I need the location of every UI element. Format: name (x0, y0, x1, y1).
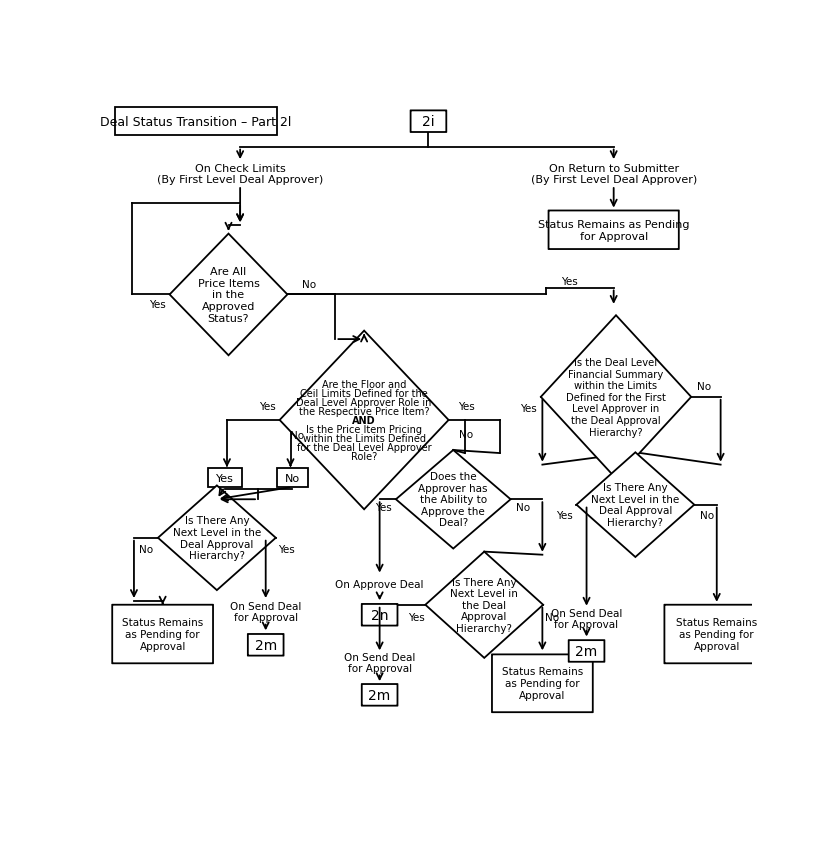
FancyBboxPatch shape (362, 604, 397, 626)
Text: On Check Limits
(By First Level Deal Approver): On Check Limits (By First Level Deal App… (157, 164, 324, 185)
Text: Status Remains
as Pending for
Approval: Status Remains as Pending for Approval (676, 617, 757, 652)
Text: Role?: Role? (351, 452, 377, 462)
Text: On Return to Submitter
(By First Level Deal Approver): On Return to Submitter (By First Level D… (531, 164, 696, 185)
Polygon shape (280, 331, 449, 510)
Text: No: No (700, 511, 714, 521)
Text: AND: AND (352, 415, 376, 425)
Text: Deal Level Approver Role in: Deal Level Approver Role in (297, 398, 432, 408)
Text: Status Remains as Pending
for Approval: Status Remains as Pending for Approval (538, 219, 690, 241)
Text: Are All
Price Items
in the
Approved
Status?: Are All Price Items in the Approved Stat… (197, 267, 259, 323)
Text: 2n: 2n (371, 608, 389, 622)
Text: On Send Deal
for Approval: On Send Deal for Approval (551, 608, 622, 630)
Text: Yes: Yes (149, 300, 166, 310)
FancyBboxPatch shape (548, 211, 679, 250)
Polygon shape (577, 452, 694, 557)
Text: Yes: Yes (458, 402, 475, 412)
Text: No: No (302, 280, 316, 290)
FancyBboxPatch shape (277, 469, 308, 487)
Text: the Respective Price Item?: the Respective Price Item? (299, 406, 430, 416)
Text: Yes: Yes (408, 613, 425, 622)
Text: Does the
Approver has
the Ability to
Approve the
Deal?: Does the Approver has the Ability to App… (419, 472, 488, 528)
FancyBboxPatch shape (410, 111, 446, 133)
Text: Is the Price Item Pricing: Is the Price Item Pricing (306, 425, 422, 435)
Text: On Approve Deal: On Approve Deal (335, 579, 424, 589)
Text: Deal Status Transition – Part 2l: Deal Status Transition – Part 2l (100, 116, 292, 128)
Text: 2i: 2i (422, 115, 435, 129)
Text: Yes: Yes (375, 502, 392, 512)
FancyBboxPatch shape (207, 469, 242, 487)
Polygon shape (170, 235, 288, 356)
FancyBboxPatch shape (665, 605, 769, 663)
Text: Is There Any
Next Level in
the Deal
Approval
Hierarchy?: Is There Any Next Level in the Deal Appr… (451, 576, 518, 633)
Text: Status Remains
as Pending for
Approval: Status Remains as Pending for Approval (122, 617, 203, 652)
Text: 2m: 2m (575, 644, 598, 658)
Text: No: No (545, 613, 559, 622)
FancyBboxPatch shape (492, 655, 593, 712)
Text: Yes: Yes (520, 403, 537, 414)
Text: 2m: 2m (255, 638, 277, 652)
Text: No: No (289, 430, 303, 441)
Text: No: No (284, 473, 299, 483)
Text: No: No (516, 502, 530, 512)
Text: Yes: Yes (259, 402, 276, 412)
Text: Yes: Yes (561, 277, 578, 287)
FancyBboxPatch shape (362, 684, 397, 706)
Text: Ceil Limits Defined for the: Ceil Limits Defined for the (300, 388, 428, 398)
FancyBboxPatch shape (112, 605, 213, 663)
Text: Is There Any
Next Level in the
Deal Approval
Hierarchy?: Is There Any Next Level in the Deal Appr… (591, 483, 680, 528)
Text: On Send Deal
for Approval: On Send Deal for Approval (230, 601, 302, 623)
Text: Status Remains
as Pending for
Approval: Status Remains as Pending for Approval (502, 667, 583, 701)
Text: Is the Deal Level
Financial Summary
within the Limits
Defined for the First
Leve: Is the Deal Level Financial Summary with… (566, 358, 666, 437)
Text: Is There Any
Next Level in the
Deal Approval
Hierarchy?: Is There Any Next Level in the Deal Appr… (173, 516, 261, 560)
Polygon shape (541, 316, 691, 479)
Text: On Send Deal
for Approval: On Send Deal for Approval (344, 652, 415, 674)
Polygon shape (158, 486, 276, 591)
Text: Yes: Yes (216, 473, 233, 483)
Text: for the Deal Level Approver: for the Deal Level Approver (297, 443, 431, 452)
Text: within the Limits Defined: within the Limits Defined (303, 434, 426, 444)
Polygon shape (426, 552, 543, 658)
FancyBboxPatch shape (568, 641, 604, 662)
Text: Yes: Yes (278, 544, 295, 554)
Text: No: No (459, 430, 473, 439)
Text: Yes: Yes (556, 511, 573, 521)
Polygon shape (396, 451, 511, 549)
Text: No: No (696, 381, 711, 392)
Text: No: No (139, 544, 153, 554)
FancyBboxPatch shape (115, 108, 278, 136)
FancyBboxPatch shape (247, 634, 283, 656)
Text: 2m: 2m (369, 688, 390, 702)
Text: Are the Floor and: Are the Floor and (322, 379, 406, 389)
